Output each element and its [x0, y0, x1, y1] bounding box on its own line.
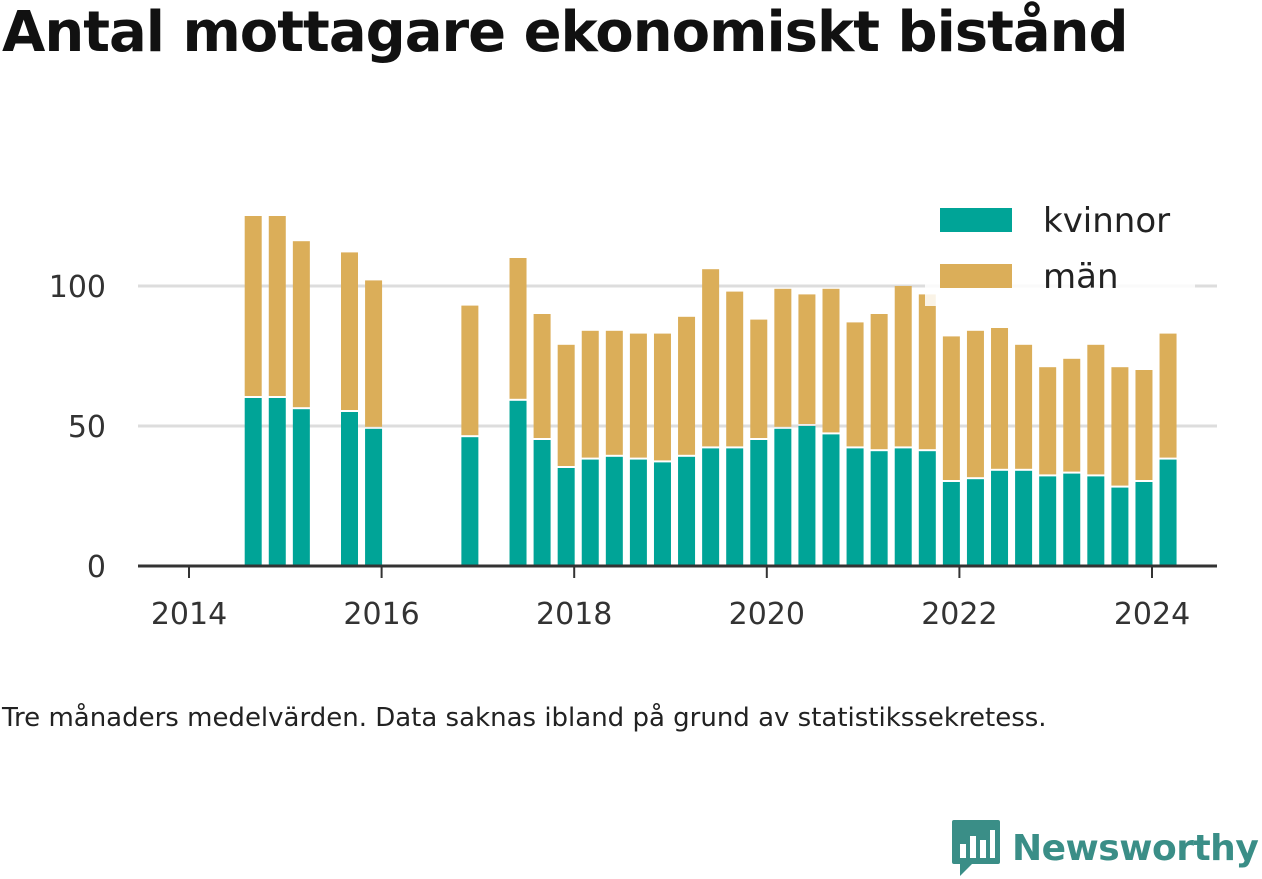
axes: 0 50 100 2014 2016 2018 2020 2022 2024 [49, 270, 1217, 632]
bar-man [341, 252, 358, 410]
bar-man [678, 316, 696, 455]
bar-kvinnor [605, 456, 623, 566]
x-tick-label: 2022 [921, 597, 997, 632]
brand-name: Newsworthy [1012, 827, 1259, 869]
bar-kvinnor [1039, 476, 1057, 566]
chart-caption: Tre månaders medelvärden. Data saknas ib… [2, 703, 1047, 733]
x-tick-label: 2018 [536, 597, 612, 632]
bar-kvinnor [365, 428, 383, 566]
newsworthy-logo-icon [952, 820, 1000, 876]
bar-kvinnor [966, 479, 984, 566]
bar-kvinnor [822, 434, 840, 566]
bar-man [942, 336, 960, 480]
chart-title: Antal mottagare ekonomiskt bistånd [2, 0, 1129, 65]
bar-kvinnor [750, 440, 768, 566]
bar-man [653, 333, 671, 461]
legend-swatch-kvinnor [940, 208, 1012, 232]
bar-man [991, 328, 1009, 469]
bar-kvinnor [846, 448, 864, 566]
bar-kvinnor [1015, 470, 1033, 566]
bar-man [557, 344, 575, 466]
bar-kvinnor [268, 398, 286, 566]
bar-chart: 0 50 100 2014 2016 2018 2020 2022 2024 kvinnor mä… [48, 196, 1217, 632]
bar-kvinnor [244, 398, 262, 566]
bar-kvinnor [1087, 476, 1105, 566]
bar-man [1039, 367, 1057, 475]
bar-man [1111, 367, 1129, 486]
bar-kvinnor [678, 456, 696, 566]
legend-label: män [1043, 257, 1119, 297]
bar-man [581, 330, 599, 458]
y-tick-label: 100 [49, 270, 106, 305]
bar-man [461, 305, 479, 436]
bar-man [268, 216, 286, 396]
bar-man [1087, 344, 1105, 475]
legend-label: kvinnor [1043, 201, 1170, 241]
bar-kvinnor [870, 451, 888, 566]
bar-kvinnor [918, 451, 936, 566]
bar-kvinnor [991, 470, 1009, 566]
bar-man [798, 294, 816, 424]
bar-kvinnor [557, 468, 575, 566]
bar-man [1159, 333, 1177, 458]
bar-man [533, 314, 551, 438]
bar-kvinnor [341, 412, 358, 566]
bar-man [750, 319, 768, 438]
bar-man [292, 241, 310, 408]
bar-man [365, 280, 383, 427]
bar-man [726, 291, 744, 447]
bar-man [509, 258, 527, 399]
bar-kvinnor [653, 462, 671, 566]
legend-swatch-man [940, 264, 1012, 288]
bar-kvinnor [774, 428, 792, 566]
bar-man [870, 314, 888, 450]
bar-kvinnor [533, 440, 551, 566]
x-tick-label: 2024 [1114, 597, 1190, 632]
bar-man [774, 288, 792, 427]
bar-kvinnor [292, 409, 310, 566]
bar-kvinnor [798, 426, 816, 566]
x-tick-label: 2016 [343, 597, 419, 632]
x-tick-label: 2014 [151, 597, 227, 632]
bar-kvinnor [461, 437, 479, 566]
bar-man [1135, 370, 1153, 480]
bar-man [918, 294, 936, 450]
bar-kvinnor [942, 482, 960, 566]
bar-man [966, 330, 984, 478]
bar-kvinnor [1159, 459, 1177, 566]
legend: kvinnor män [925, 196, 1195, 306]
bar-man [244, 216, 262, 396]
brand-logo: Newsworthy [950, 818, 1259, 878]
bar-man [846, 322, 864, 447]
bar-man [702, 269, 720, 447]
bar-man [605, 330, 623, 455]
bar-kvinnor [1111, 487, 1129, 566]
bar-man [1015, 344, 1033, 469]
bar-man [894, 286, 912, 447]
bar-kvinnor [1135, 482, 1153, 566]
y-tick-label: 50 [68, 410, 106, 445]
bar-kvinnor [509, 400, 527, 566]
bar-man [629, 333, 647, 458]
bar-kvinnor [894, 448, 912, 566]
bar-man [1063, 358, 1081, 472]
bars [244, 216, 1177, 566]
bar-kvinnor [1063, 473, 1081, 566]
x-tick-label: 2020 [729, 597, 805, 632]
bar-kvinnor [629, 459, 647, 566]
bar-kvinnor [726, 448, 744, 566]
bar-kvinnor [581, 459, 599, 566]
bar-man [822, 288, 840, 433]
y-tick-label: 0 [87, 550, 106, 585]
bar-kvinnor [702, 448, 720, 566]
